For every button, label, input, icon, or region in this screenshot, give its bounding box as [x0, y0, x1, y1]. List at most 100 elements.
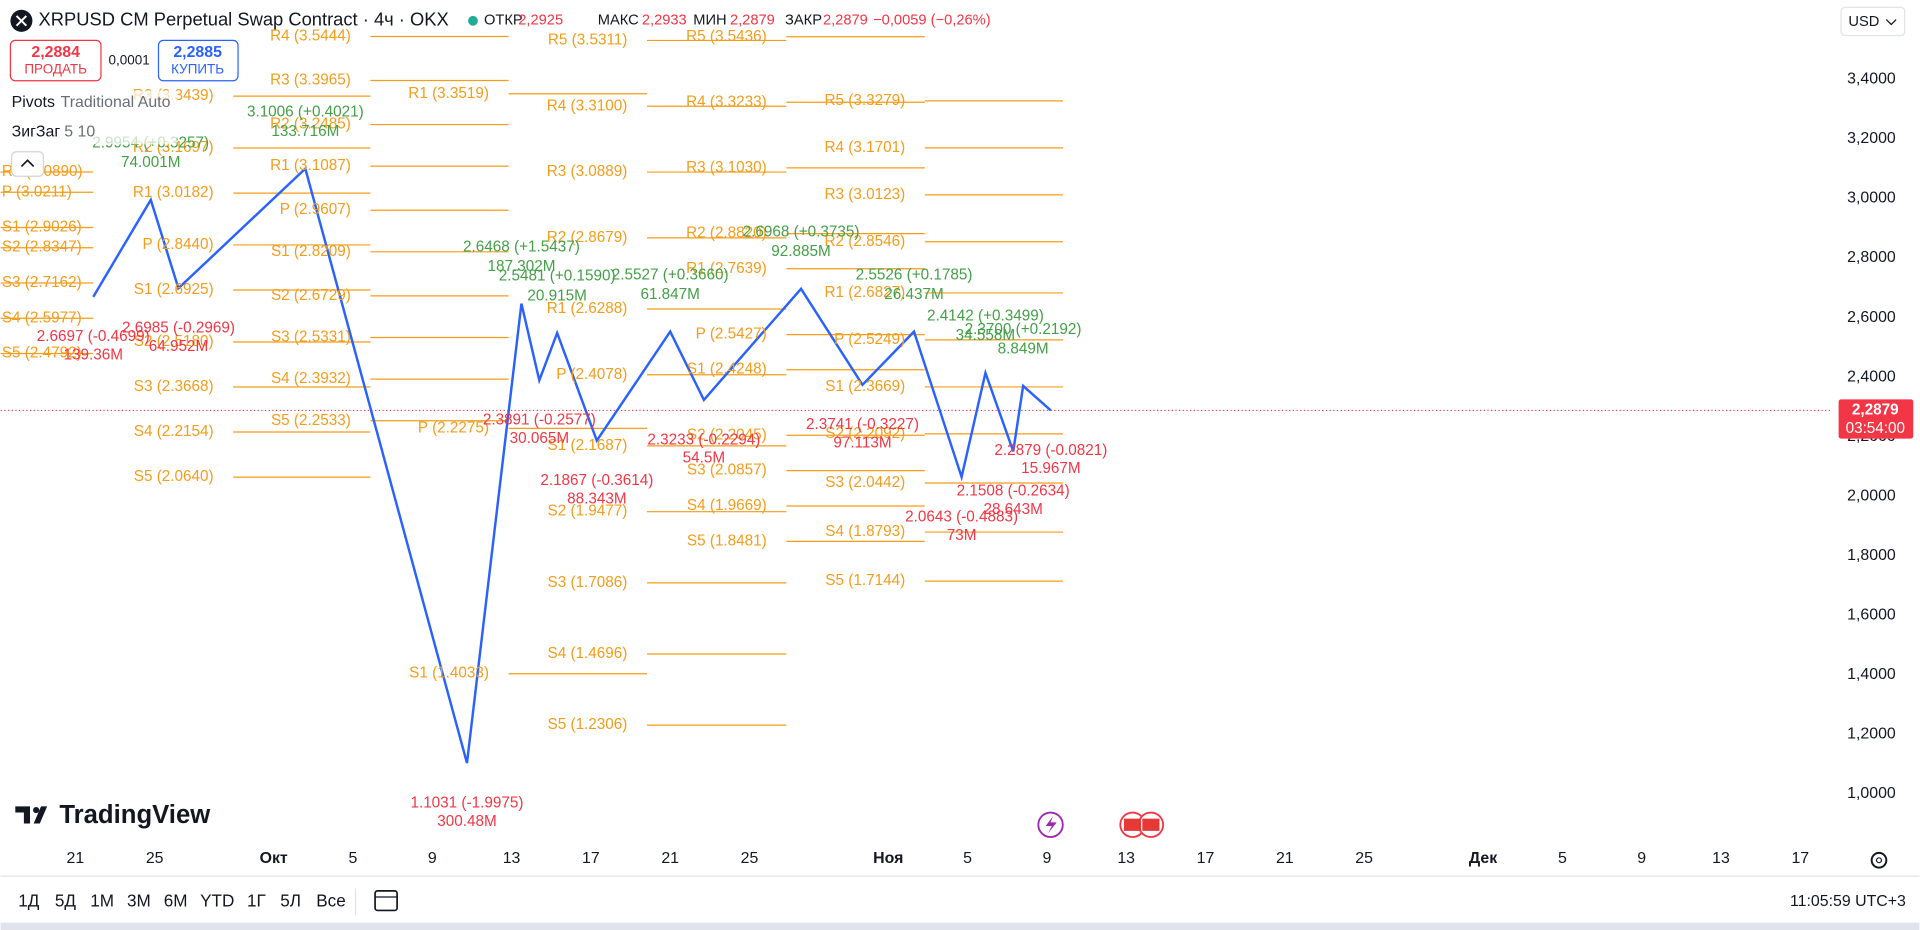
buy-button[interactable] [157, 39, 239, 82]
toolbar: 1Д 5Д 1М 3М 6М YTD 1Г 5Л Все [18, 890, 346, 910]
spread: 0,0001 [109, 53, 150, 68]
pivot-volume-label: 300.48M [437, 813, 496, 830]
x-tick-label: 5 [1558, 850, 1567, 867]
indicator-name[interactable]: ЗигЗаг [12, 123, 61, 140]
low-label: МИН [693, 13, 726, 29]
pivot-volume-label: 61.847M [640, 286, 699, 303]
pivot-label: S3 (1.7086) [548, 574, 628, 591]
clock[interactable]: 11:05:59 UTC+3 [1790, 893, 1906, 910]
pivot-label: S1 (2.4248) [687, 361, 767, 378]
x-tick-label: 21 [67, 850, 85, 867]
close-label: ЗАКР [785, 13, 822, 29]
pivot-volume-label: 187.302M [487, 258, 555, 275]
sell-price: 2,2884 [31, 44, 80, 61]
pivot-volume-label: 92.885M [771, 243, 830, 260]
pivot-label: S1 (2.9026) [2, 219, 82, 236]
x-tick-label: 17 [582, 850, 600, 867]
pivot-label: S3 (2.5331) [271, 329, 351, 346]
pivot-label: P (3.0211) [2, 183, 72, 200]
x-tick-label: 25 [741, 850, 759, 867]
low-value: 2,2879 [730, 13, 775, 29]
pivot-volume-label: 54.5M [683, 450, 725, 467]
logo[interactable]: TradingView [59, 801, 211, 829]
pivot-label: R5 (3.5311) [548, 31, 628, 48]
flag-icon [1142, 818, 1160, 831]
range-button[interactable]: 5Л [280, 890, 301, 910]
pivot-volume-label: 30.065M [510, 430, 569, 447]
currency-button[interactable] [1840, 6, 1906, 37]
pivot-price-label: 2.6468 (+1.5437) [463, 238, 580, 255]
pivot-volume-label: 139.36M [63, 347, 122, 364]
pivot-label: R1 (3.1087) [270, 157, 351, 174]
x-tick-label: 25 [146, 850, 164, 867]
plot-area [0, 35, 1831, 764]
pivot-price-label: 2.6985 (-0.2969) [122, 320, 235, 337]
indicator-params: Traditional Auto [61, 94, 171, 111]
pivot-label: S4 (2.5977) [2, 309, 82, 326]
sell-label: ПРОДАТЬ [24, 61, 87, 76]
pivot-label: R1 (3.0182) [133, 184, 214, 201]
pivot-label: S5 (1.7144) [825, 572, 905, 589]
settings-button[interactable] [1870, 851, 1888, 869]
x-tick-label: 5 [349, 850, 358, 867]
x-tick-label: 13 [1712, 850, 1730, 867]
y-tick-label: 1,6000 [1847, 606, 1896, 623]
logo-icon-dot [33, 807, 40, 814]
pivot-price-label: 2.0643 (-0.4883) [905, 508, 1018, 525]
symbol-title[interactable]: XRPUSD CM Perpetual Swap Contract · 4ч ·… [39, 9, 449, 30]
pivot-label: P (2.4078) [556, 366, 627, 383]
sell-button[interactable] [9, 39, 102, 82]
bottom-bar [0, 922, 1920, 930]
range-button[interactable]: 3М [127, 890, 151, 910]
range-button[interactable]: 1М [90, 890, 114, 910]
axes: 1,00001,20001,40001,60001,80002,00002,20… [67, 71, 1914, 867]
pivot-label: R3 (3.1030) [686, 159, 767, 176]
pivot-label: S4 (1.9669) [687, 497, 767, 514]
pivot-label: R1 (2.6827) [824, 284, 905, 301]
pivot-volume-label: 8.849M [998, 340, 1049, 357]
y-tick-label: 1,0000 [1847, 785, 1896, 802]
pivot-price-label: 1.1031 (-1.9975) [410, 794, 523, 811]
date-range-button[interactable] [374, 889, 398, 912]
pivot-label: S5 (1.2306) [548, 716, 628, 733]
pivot-price-label: 2.6697 (-0.4699) [37, 328, 150, 345]
pivot-label: R1 (2.6288) [547, 300, 628, 317]
pivot-volume-label: 15.967M [1021, 460, 1080, 477]
x-tick-label: 17 [1197, 850, 1215, 867]
high-label: МАКС [598, 13, 639, 29]
indicator-name[interactable]: Pivots [12, 94, 55, 111]
y-tick-label: 3,4000 [1847, 71, 1896, 88]
countdown: 03:54:00 [1846, 420, 1905, 437]
collapse-icon [20, 159, 35, 168]
range-button[interactable]: 6М [164, 890, 188, 910]
x-tick-label: Дек [1469, 850, 1497, 867]
pivot-label: R2 (3.2485) [270, 116, 351, 133]
pivot-label: S1 (2.6925) [134, 281, 214, 298]
range-button[interactable]: YTD [200, 890, 234, 910]
pivot-price-label: 2.3741 (-0.3227) [806, 416, 919, 433]
pivot-label: S2 (2.6729) [271, 287, 351, 304]
y-tick-label: 1,4000 [1847, 666, 1896, 683]
flag-icon [1123, 818, 1142, 831]
pivot-price-label: 2.3891 (-0.2577) [483, 412, 596, 429]
range-button[interactable]: Все [316, 890, 346, 910]
y-tick-label: 1,8000 [1847, 547, 1896, 564]
range-button[interactable]: 1Г [247, 890, 266, 910]
pivot-label: S2 (1.9477) [548, 503, 628, 520]
range-button[interactable]: 5Д [55, 890, 77, 910]
pivot-price-label: 2.4142 (+0.3499) [927, 308, 1044, 325]
settings-icon [1875, 857, 1883, 864]
exchange-icon-glyph [15, 15, 28, 27]
pivot-label: S2 (2.5180) [134, 333, 214, 350]
pivot-label: R4 (3.3233) [686, 93, 767, 110]
pivot-label: R3 (3.3965) [270, 72, 351, 89]
y-tick-label: 3,2000 [1847, 130, 1896, 147]
range-button[interactable]: 1Д [18, 890, 40, 910]
x-tick-label: 9 [1637, 850, 1646, 867]
pivot-label: S1 (1.4033) [409, 665, 489, 682]
collapse-button[interactable] [11, 151, 45, 177]
x-tick-label: 13 [1117, 850, 1135, 867]
close-value: 2,2879 [823, 13, 868, 29]
market-status [468, 15, 478, 26]
